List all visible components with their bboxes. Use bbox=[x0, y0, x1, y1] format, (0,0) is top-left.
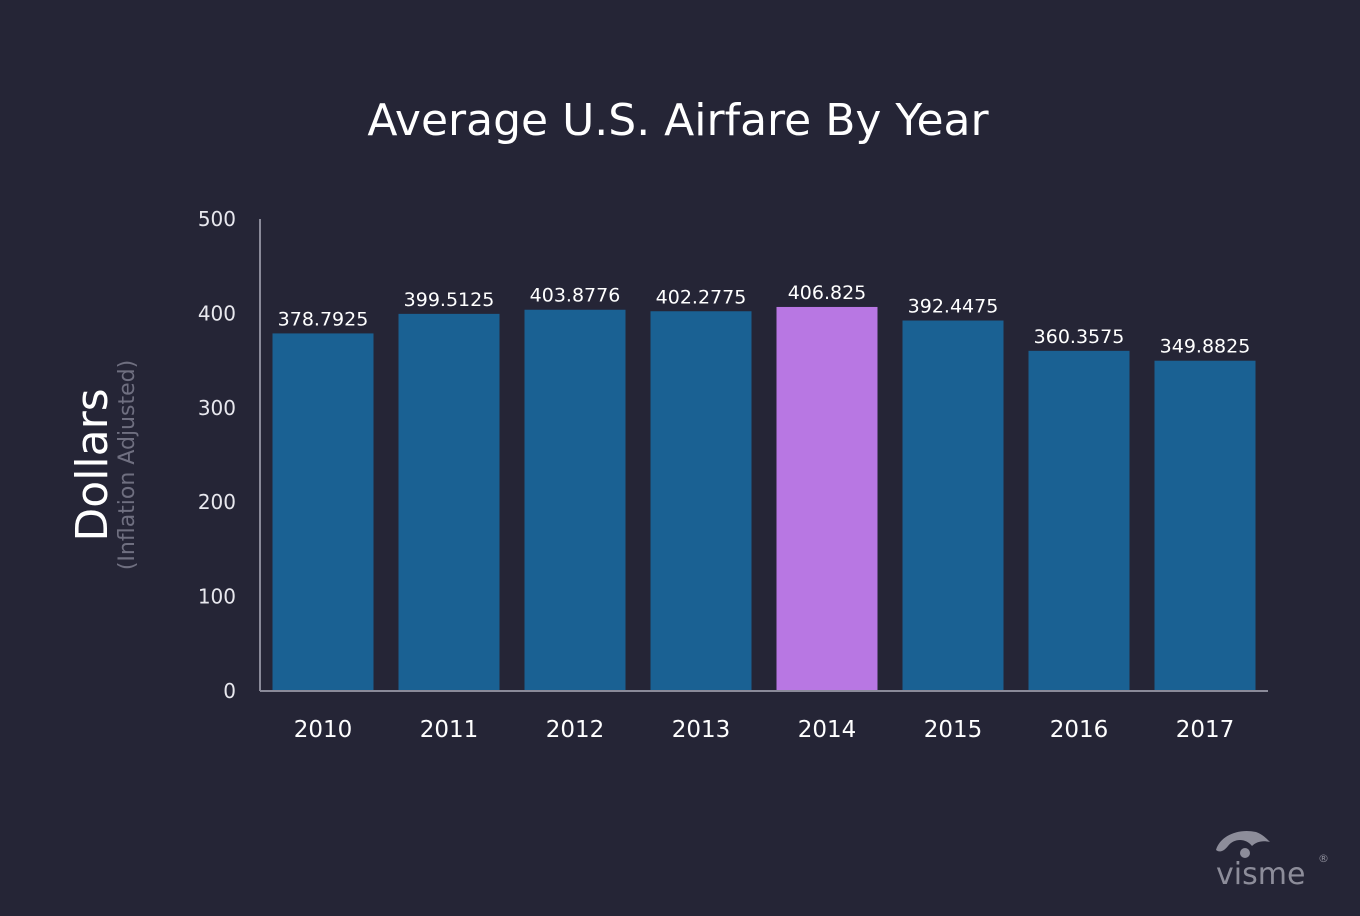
y-axis-ticks: 0 100 200 300 400 500 bbox=[198, 207, 236, 703]
y-tick-label: 300 bbox=[198, 396, 236, 420]
x-tick-label-2015: 2015 bbox=[924, 717, 983, 743]
data-label-2010: 378.7925 bbox=[278, 308, 369, 330]
data-labels-group: 378.7925 399.5125 403.8776 402.2775 406.825 3… bbox=[278, 282, 1251, 358]
x-tick-label-2011: 2011 bbox=[420, 717, 479, 743]
bar-2010 bbox=[272, 333, 374, 691]
x-tick-label-2016: 2016 bbox=[1050, 717, 1109, 743]
y-axis-sublabel: (Inflation Adjusted) bbox=[115, 360, 140, 570]
y-tick-label: 400 bbox=[198, 301, 236, 325]
y-tick-label: 0 bbox=[223, 679, 236, 703]
x-tick-label-2013: 2013 bbox=[672, 717, 731, 743]
bar-2011 bbox=[398, 313, 500, 691]
y-tick-label: 200 bbox=[198, 490, 236, 514]
visme-registered-mark: ® bbox=[1318, 852, 1329, 865]
bars-group bbox=[272, 306, 1256, 691]
data-label-2017: 349.8825 bbox=[1160, 336, 1251, 358]
y-tick-label: 100 bbox=[198, 585, 236, 609]
visme-logo-text: visme bbox=[1216, 857, 1305, 892]
bar-2017 bbox=[1154, 360, 1256, 691]
visme-logo-mark-icon bbox=[1216, 830, 1270, 858]
bar-2013 bbox=[650, 311, 752, 691]
chart-title: Average U.S. Airfare By Year bbox=[367, 95, 989, 146]
data-label-2011: 399.5125 bbox=[404, 289, 495, 311]
x-tick-label-2017: 2017 bbox=[1176, 717, 1235, 743]
x-tick-label-2010: 2010 bbox=[294, 717, 353, 743]
bar-2014 bbox=[776, 306, 878, 691]
y-axis-label: Dollars bbox=[67, 388, 118, 541]
data-label-2016: 360.3575 bbox=[1034, 326, 1125, 348]
data-label-2015: 392.4475 bbox=[908, 296, 999, 318]
data-label-2012: 403.8776 bbox=[530, 285, 621, 307]
bar-2012 bbox=[524, 309, 626, 691]
data-label-2014: 406.825 bbox=[788, 282, 867, 304]
y-tick-label: 500 bbox=[198, 207, 236, 231]
x-tick-label-2014: 2014 bbox=[798, 717, 857, 743]
data-label-2013: 402.2775 bbox=[656, 286, 747, 308]
bar-2016 bbox=[1028, 350, 1130, 691]
visme-logo: visme ® bbox=[1216, 830, 1329, 892]
bar-2015 bbox=[902, 320, 1004, 691]
x-tick-label-2012: 2012 bbox=[546, 717, 605, 743]
x-axis-ticks: 2010 2011 2012 2013 2014 2015 2016 2017 bbox=[294, 717, 1235, 743]
